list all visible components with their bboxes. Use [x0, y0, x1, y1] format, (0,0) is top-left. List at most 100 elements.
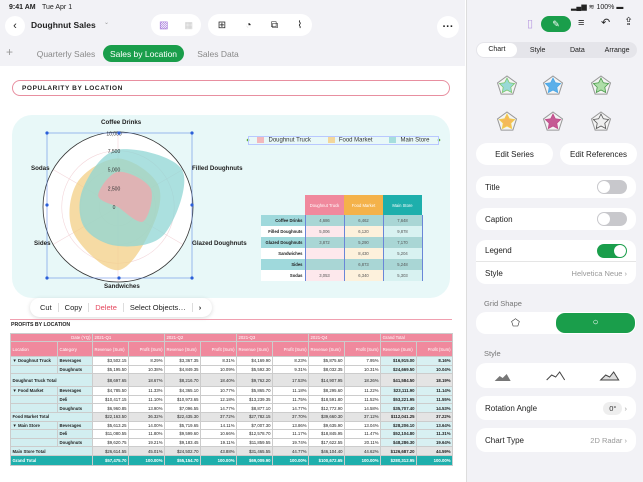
tab-sales-by-location[interactable]: Sales by Location: [103, 45, 184, 62]
period-header[interactable]: Grand Total: [380, 333, 454, 342]
table-cell[interactable]: 10.77%: [200, 386, 238, 396]
row-header[interactable]: Sandwiches: [261, 248, 305, 259]
chart-legend[interactable]: Doughnut Truck Food Market Main Store: [248, 136, 439, 145]
revenue-header[interactable]: Revenue (Sum): [236, 341, 274, 357]
table-cell[interactable]: $55,154.70: [164, 454, 202, 466]
table-cell[interactable]: $3,502.15: [92, 356, 129, 366]
rotation-angle-value[interactable]: 0°: [603, 401, 623, 415]
category-cell[interactable]: Deli: [57, 394, 93, 405]
column-header[interactable]: Food Market: [344, 195, 383, 215]
table-cell[interactable]: 100.00%: [344, 454, 382, 466]
table-cell[interactable]: 20.11%: [344, 437, 382, 448]
table-cell[interactable]: $46,104.40: [308, 446, 346, 456]
table-cell[interactable]: 14.53%: [416, 403, 454, 413]
table-cell[interactable]: 5,248: [382, 259, 423, 270]
table-cell[interactable]: $6,960.85: [92, 403, 129, 413]
table-cell[interactable]: 5,006: [304, 226, 345, 237]
table-cell[interactable]: $9,183.45: [164, 437, 202, 448]
table-cell[interactable]: $280,312.95: [380, 454, 418, 466]
table-cell[interactable]: 19.74%: [272, 437, 310, 448]
row-label[interactable]: Main Store Total: [10, 446, 93, 456]
table-cell[interactable]: 100.00%: [272, 454, 310, 466]
chart-type-row[interactable]: Chart Type 2D Radar ›: [476, 428, 636, 452]
table-cell[interactable]: 43.88%: [200, 446, 238, 456]
chart-preset-4[interactable]: [496, 111, 518, 131]
row-header[interactable]: Glazed Doughnuts: [261, 237, 305, 248]
table-cell[interactable]: $4,365.10: [164, 386, 202, 396]
table-cell[interactable]: $4,785.50: [92, 386, 129, 396]
table-cell[interactable]: $5,613.25: [92, 420, 129, 431]
table-cell[interactable]: 11.55%: [416, 394, 454, 405]
table-cell[interactable]: 17.53%: [272, 373, 310, 388]
table-cell[interactable]: $26,614.55: [92, 446, 129, 456]
table-cell[interactable]: 44.62%: [344, 446, 382, 456]
tab-style[interactable]: Style: [529, 46, 546, 54]
table-cell[interactable]: 14.77%: [272, 403, 310, 413]
period-header[interactable]: 2021-Q4: [308, 333, 382, 342]
row-label[interactable]: Grand Total: [10, 454, 93, 466]
table-cell[interactable]: 14.58%: [344, 403, 382, 413]
legend-toggle[interactable]: [597, 243, 627, 258]
category-cell[interactable]: Doughnuts: [57, 437, 93, 448]
attachment-icon[interactable]: ⌇: [297, 19, 303, 31]
shapes-icon[interactable]: ⧉: [270, 19, 279, 31]
table-cell[interactable]: 100.00%: [127, 454, 166, 466]
table-cell[interactable]: $14,907.95: [308, 373, 346, 388]
format-paintbrush-button[interactable]: ✎: [541, 16, 571, 32]
column-header[interactable]: Main Store: [383, 195, 422, 215]
table-cell[interactable]: 14.00%: [127, 420, 166, 431]
table-cell[interactable]: 19.64%: [416, 437, 454, 448]
table-cell[interactable]: $28,206.10: [380, 420, 418, 431]
table-cell[interactable]: $12,772.90: [308, 403, 346, 413]
edit-series-button[interactable]: Edit Series: [476, 143, 553, 165]
table-cell[interactable]: 12.18%: [200, 394, 238, 405]
table-cell[interactable]: $9,635.90: [308, 420, 346, 431]
chart-preset-3[interactable]: [590, 75, 612, 95]
table-cell[interactable]: 14.11%: [200, 420, 238, 431]
location-cell[interactable]: [10, 364, 58, 375]
line-fill-style-icon[interactable]: [583, 369, 636, 383]
chart-icon[interactable]: ◔: [245, 19, 252, 31]
table-cell[interactable]: $5,875.60: [308, 356, 346, 366]
table-cell[interactable]: $12,578.70: [236, 429, 274, 439]
table-cell[interactable]: 11.10%: [127, 394, 166, 405]
period-header[interactable]: 2021-Q2: [164, 333, 238, 342]
table-cell[interactable]: $7,096.55: [164, 403, 202, 413]
table-cell[interactable]: 13.04%: [344, 420, 382, 431]
table-cell[interactable]: 44.77%: [272, 446, 310, 456]
select-objects-menu-item[interactable]: Select Objects…: [124, 303, 193, 312]
table-cell[interactable]: 7.95%: [344, 356, 382, 366]
table-cell[interactable]: $11,859.55: [236, 437, 274, 448]
table-cell[interactable]: 8.23%: [272, 356, 310, 366]
table-cell[interactable]: $16,915.00: [380, 356, 418, 366]
tab-sales-data[interactable]: Sales Data: [197, 48, 239, 59]
profit-header[interactable]: Profit (Sum): [416, 341, 454, 357]
table-cell[interactable]: $9,762.20: [236, 373, 274, 388]
profit-header[interactable]: Profit (Sum): [127, 341, 166, 357]
table-cell[interactable]: 18.67%: [127, 373, 166, 388]
category-cell[interactable]: Doughnuts: [57, 364, 93, 375]
table-cell[interactable]: 13.64%: [416, 420, 454, 431]
table-cell[interactable]: 11.22%: [344, 386, 382, 396]
location-cell[interactable]: ▼ Main Store: [10, 420, 58, 431]
radar-chart[interactable]: 0 2,500 5,000 7,500 10,000: [0, 0, 465, 300]
row-header[interactable]: Sodas: [261, 270, 305, 281]
table-cell[interactable]: 6,120: [343, 226, 384, 237]
table-cell[interactable]: 36.32%: [127, 411, 166, 422]
table-cell[interactable]: 7,648: [382, 215, 423, 226]
table-icon[interactable]: ⊞: [217, 19, 227, 31]
table-cell[interactable]: $5,865.70: [236, 386, 274, 396]
table-cell[interactable]: 13.90%: [127, 403, 166, 413]
table-cell[interactable]: $24,669.50: [380, 364, 418, 375]
table-cell[interactable]: $8,877.10: [236, 403, 274, 413]
table-cell[interactable]: 5,303: [382, 270, 423, 281]
table-cell[interactable]: 10.66%: [200, 429, 238, 439]
table-cell[interactable]: 10.09%: [200, 364, 238, 375]
table-cell[interactable]: [304, 248, 345, 259]
chevron-right-icon[interactable]: ›: [198, 303, 202, 312]
chart-preset-6[interactable]: [590, 111, 612, 131]
edit-references-button[interactable]: Edit References: [560, 143, 637, 165]
chart-preset-1[interactable]: [496, 75, 518, 95]
location-cell[interactable]: [10, 429, 58, 439]
table-cell[interactable]: $48,286.30: [380, 437, 418, 448]
